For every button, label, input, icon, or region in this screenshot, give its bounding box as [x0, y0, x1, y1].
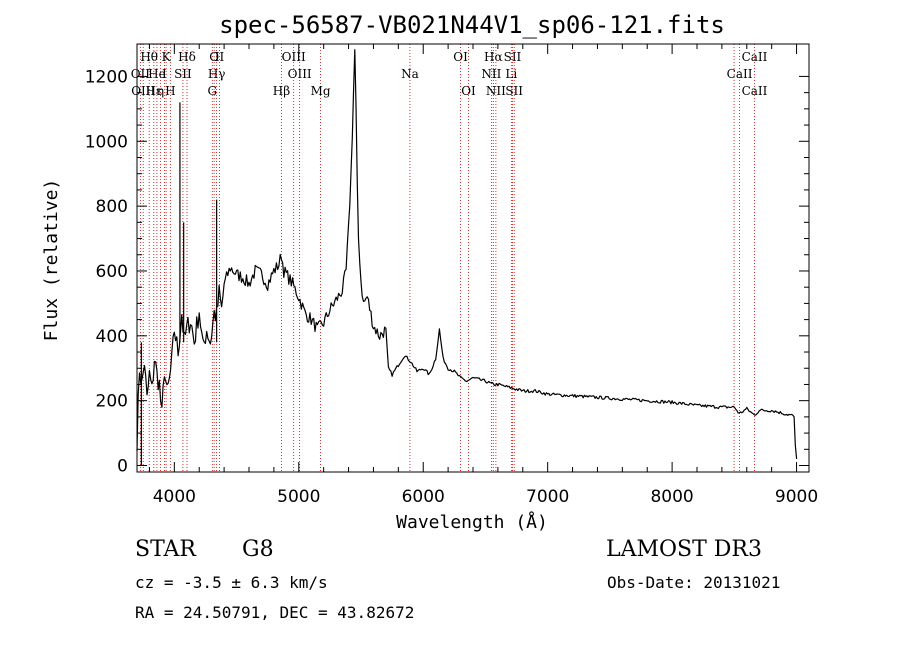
y-axis-label: Flux (relative) [41, 179, 62, 342]
x-tick-label: 5000 [277, 487, 320, 507]
emission-line-markers [139, 44, 755, 472]
y-tick-label: 600 [96, 262, 128, 282]
marker-label: II [215, 50, 225, 64]
marker-label: OIII [282, 50, 306, 64]
marker-label: CaII [742, 50, 768, 64]
coordinates-text: RA = 24.50791, DEC = 43.82672 [135, 603, 415, 622]
y-tick-label: 1000 [85, 132, 128, 152]
marker-label: Na [401, 67, 419, 81]
spectral-subclass: G8 [242, 537, 274, 562]
x-tick-label: 8000 [650, 487, 693, 507]
chart-title: spec-56587-VB021N44V1_sp06-121.fits [219, 11, 725, 39]
x-tick-label: 6000 [402, 487, 445, 507]
x-axis-label: Wavelength (Å) [396, 511, 548, 533]
marker-label: SII [174, 67, 192, 81]
object-class: STAR [135, 537, 196, 562]
marker-label: K [162, 50, 172, 64]
marker-label: η [157, 84, 164, 98]
marker-label: He [148, 67, 166, 81]
marker-label: OII [131, 67, 151, 81]
marker-label: OI [453, 50, 468, 64]
spectrum-line [136, 49, 798, 460]
marker-label: OIII [288, 67, 312, 81]
y-tick-label: 0 [117, 457, 128, 477]
marker-label: Hδ [178, 50, 196, 64]
marker-label: Hγ [208, 67, 226, 81]
marker-label: Mg [311, 84, 331, 98]
marker-label: Hε [145, 84, 162, 98]
marker-label: Hα [484, 50, 503, 64]
observation-date: Obs-Date: 20131021 [607, 573, 781, 592]
y-axis-ticks: 0 200 400 600 800 1000 1200 [85, 67, 809, 477]
x-axis-ticks: 4000 5000 6000 7000 8000 9000 [148, 44, 818, 507]
x-tick-label: 7000 [526, 487, 569, 507]
marker-label: Li [505, 67, 517, 81]
plot-frame [136, 43, 810, 473]
marker-label: NII [486, 84, 506, 98]
marker-label: O [209, 50, 219, 64]
y-tick-label: 800 [96, 197, 128, 217]
marker-label: NII [481, 67, 501, 81]
x-tick-label: 4000 [153, 487, 196, 507]
spectrum-chart: spec-56587-VB021N44V1_sp06-121.fits HθOI… [41, 11, 818, 533]
redshift-text: cz = -3.5 ± 6.3 km/s [135, 573, 328, 592]
spectrum-spikes [140, 102, 218, 466]
marker-label: G [207, 84, 217, 98]
y-tick-label: 1200 [85, 67, 128, 87]
marker-label: CaII [727, 67, 753, 81]
marker-label: H [165, 84, 175, 98]
x-tick-label: 9000 [775, 487, 818, 507]
marker-label: SII [505, 84, 523, 98]
marker-label: OI [461, 84, 476, 98]
y-tick-label: 400 [96, 327, 128, 347]
marker-label: Hβ [273, 84, 290, 98]
marker-label: Hθ [140, 50, 158, 64]
survey-name: LAMOST DR3 [606, 537, 762, 562]
marker-label: SII [504, 50, 522, 64]
marker-label: I [162, 67, 167, 81]
marker-label: CaII [742, 84, 768, 98]
y-tick-label: 200 [96, 392, 128, 412]
